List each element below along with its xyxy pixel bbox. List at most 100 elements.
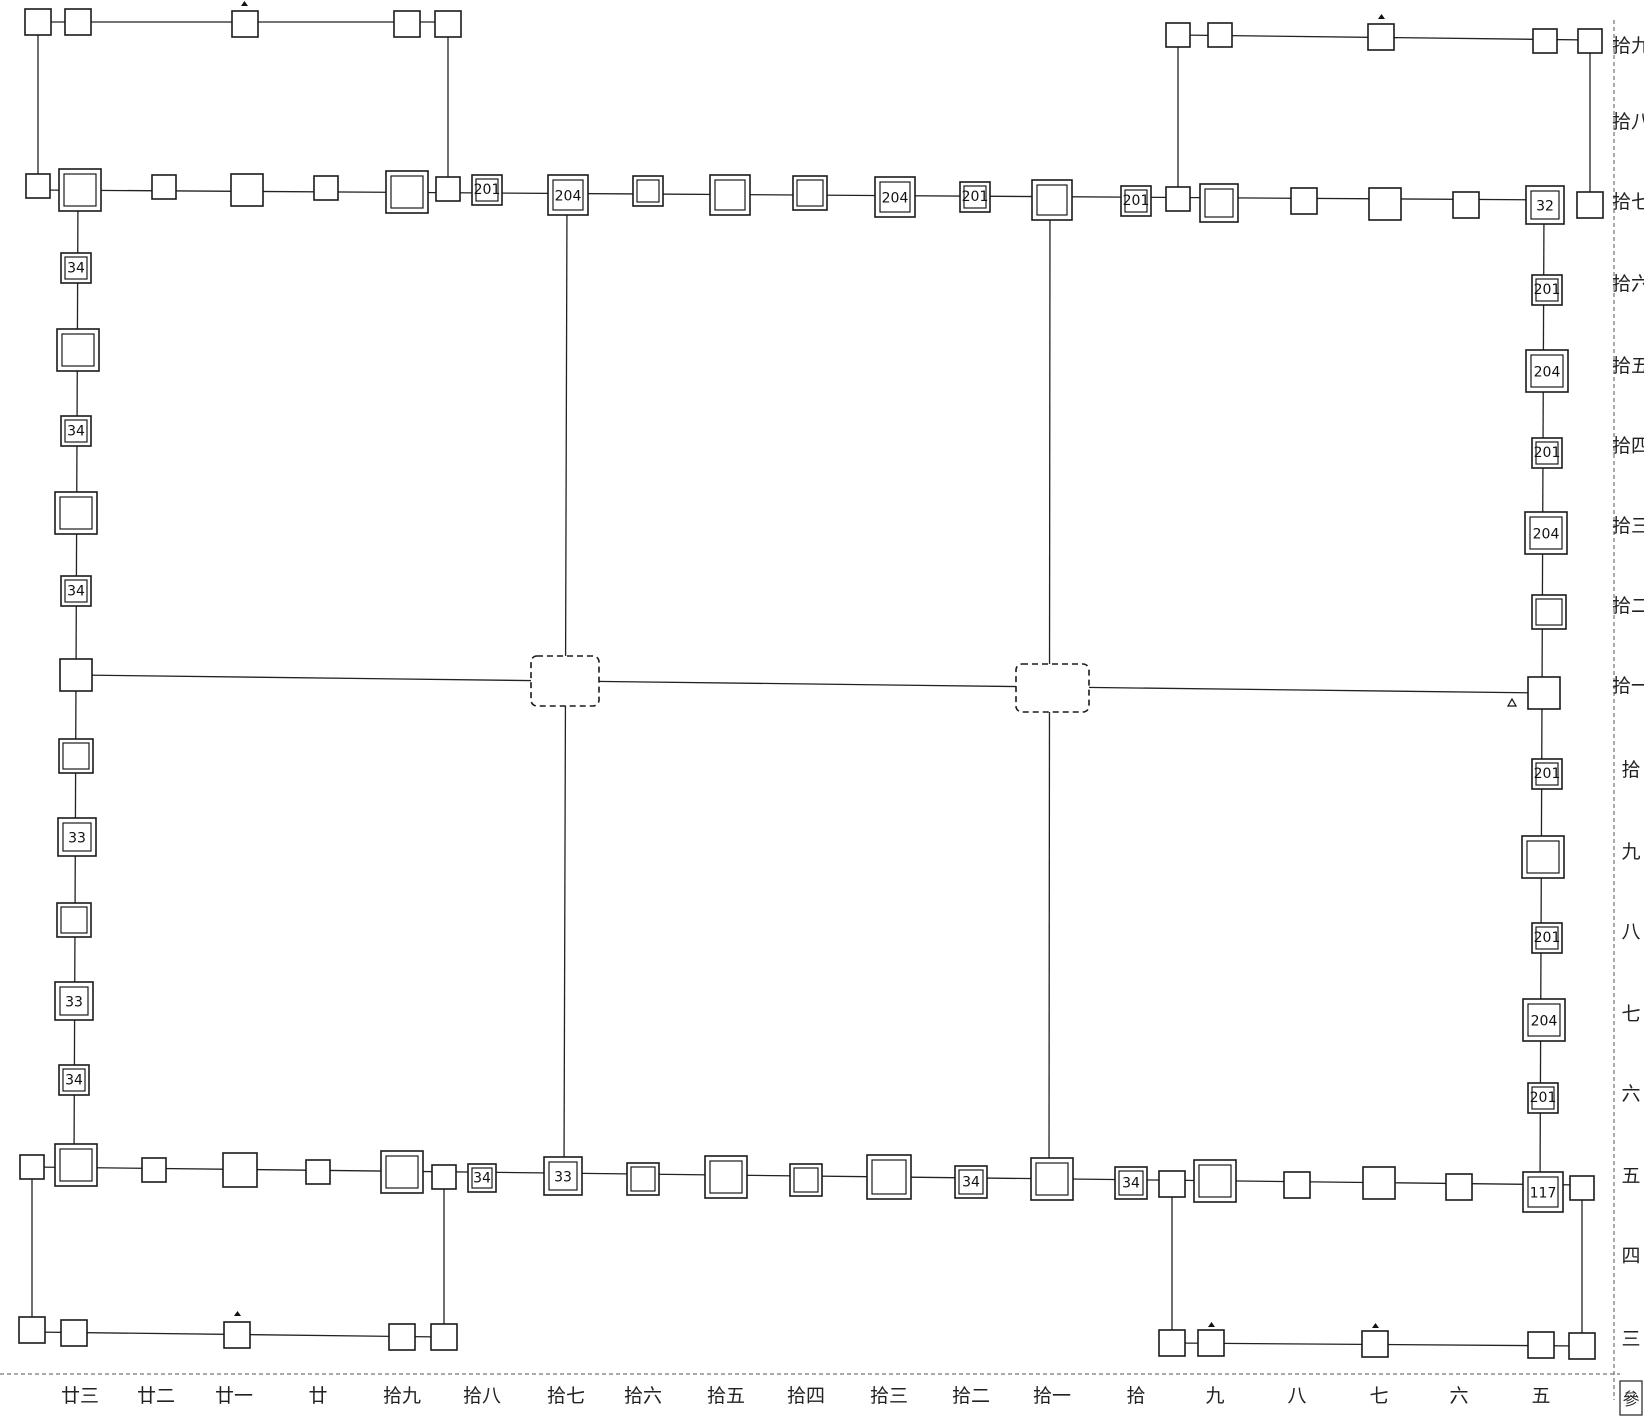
tile bbox=[1528, 677, 1560, 709]
labeled-tile: 34 bbox=[59, 1065, 89, 1095]
bottom-axis-label: 拾七 bbox=[547, 1385, 585, 1407]
tile-outer bbox=[1569, 1333, 1595, 1359]
tile-outer bbox=[231, 174, 263, 206]
tile-inner bbox=[631, 1167, 655, 1191]
bottom-axis-label: 拾一 bbox=[1033, 1385, 1071, 1407]
tile bbox=[1284, 1172, 1310, 1198]
tile-outer bbox=[1198, 1330, 1224, 1356]
labeled-tile: 32 bbox=[1526, 186, 1564, 224]
tile bbox=[314, 176, 338, 200]
tile-inner bbox=[797, 180, 823, 206]
bottom-axis-labels: 廿三 廿二 廿一廿拾九 拾八 拾七 拾六 拾五 拾四 拾三 拾二 拾一拾九八七六五 bbox=[61, 1385, 1551, 1407]
double-tile bbox=[1522, 836, 1564, 878]
triangle-marker-icon bbox=[1372, 1323, 1379, 1328]
tile-outer bbox=[142, 1158, 166, 1182]
tile-outer bbox=[1528, 677, 1560, 709]
tile-outer bbox=[1368, 24, 1394, 50]
labeled-tile: 201 bbox=[1532, 275, 1562, 305]
tile-inner bbox=[872, 1160, 906, 1194]
double-tile bbox=[1032, 180, 1072, 220]
labeled-tile: 34 bbox=[1115, 1167, 1147, 1199]
tile-outer bbox=[1578, 29, 1602, 53]
tile-inner bbox=[63, 743, 89, 769]
tile-label: 204 bbox=[555, 188, 582, 204]
tile bbox=[432, 1165, 456, 1189]
right-axis-label: 九 bbox=[1621, 841, 1640, 863]
tile bbox=[435, 11, 461, 37]
right-axis-label: 六 bbox=[1621, 1083, 1640, 1105]
tile bbox=[1363, 1167, 1395, 1199]
right-axis-label: 五 bbox=[1621, 1165, 1640, 1187]
tile-label: 34 bbox=[67, 424, 85, 440]
tile-outer bbox=[152, 175, 176, 199]
tile-label: 201 bbox=[1534, 445, 1561, 461]
labeled-tile: 34 bbox=[61, 576, 91, 606]
labeled-tile: 204 bbox=[1523, 999, 1565, 1041]
tile-outer bbox=[1577, 192, 1603, 218]
tile-outer bbox=[431, 1324, 457, 1350]
tile bbox=[65, 9, 91, 35]
tile bbox=[389, 1324, 415, 1350]
tile-inner bbox=[715, 180, 745, 210]
tile bbox=[231, 174, 263, 206]
tile-inner bbox=[386, 1156, 418, 1188]
labeled-tile: 204 bbox=[548, 175, 588, 215]
tile-outer bbox=[224, 1322, 250, 1348]
bottom-axis-label: 拾六 bbox=[624, 1385, 662, 1407]
double-tile bbox=[793, 176, 827, 210]
labeled-tile: 204 bbox=[1525, 512, 1567, 554]
tile-outer bbox=[61, 1320, 87, 1346]
tile-outer bbox=[389, 1324, 415, 1350]
tile-label: 204 bbox=[1533, 526, 1560, 542]
tile-inner bbox=[1205, 189, 1233, 217]
tile-outer bbox=[1166, 187, 1190, 211]
tile bbox=[394, 11, 420, 37]
bottom-axis-label: 九 bbox=[1205, 1385, 1224, 1407]
tile-outer bbox=[20, 1155, 44, 1179]
connector-lines bbox=[32, 22, 1590, 1346]
tile-label: 201 bbox=[1534, 766, 1561, 782]
right-axis-label: 七 bbox=[1621, 1003, 1640, 1025]
tile-inner bbox=[794, 1168, 818, 1192]
tile-label: 201 bbox=[1530, 1090, 1557, 1106]
tile bbox=[20, 1155, 44, 1179]
tile-inner bbox=[1527, 841, 1559, 873]
tile-outer bbox=[60, 659, 92, 691]
tile-label: 201 bbox=[1534, 930, 1561, 946]
right-axis-label: 拾四 bbox=[1612, 435, 1644, 457]
double-tile bbox=[1194, 1160, 1236, 1202]
tile-inner bbox=[60, 497, 92, 529]
tile-outer bbox=[19, 1317, 45, 1343]
tile bbox=[232, 11, 258, 37]
tile bbox=[224, 1322, 250, 1348]
right-axis-label: 拾八 bbox=[1612, 111, 1644, 133]
labeled-tile: 34 bbox=[955, 1166, 987, 1198]
labeled-tile: 34 bbox=[61, 416, 91, 446]
double-tile bbox=[710, 175, 750, 215]
tile-label: 204 bbox=[882, 190, 909, 206]
tile bbox=[1198, 1330, 1224, 1356]
tile bbox=[1533, 29, 1557, 53]
tile bbox=[1570, 1176, 1594, 1200]
tile-outer bbox=[1363, 1167, 1395, 1199]
double-tile bbox=[1031, 1158, 1073, 1200]
tile-label: 34 bbox=[1122, 1176, 1140, 1192]
right-axis-label: 拾六 bbox=[1612, 273, 1644, 295]
bottom-axis-label: 七 bbox=[1369, 1385, 1388, 1407]
right-axis-label: 拾五 bbox=[1612, 355, 1644, 377]
double-tile bbox=[633, 176, 663, 206]
bottom-axis-label: 八 bbox=[1287, 1385, 1306, 1407]
bottom-axis-label: 六 bbox=[1449, 1385, 1468, 1407]
triangle-marker-icon bbox=[241, 1, 248, 6]
labeled-tile: 33 bbox=[544, 1157, 582, 1195]
intersection-block-right bbox=[1016, 664, 1089, 712]
tile-inner bbox=[64, 174, 96, 206]
tile-outer bbox=[1159, 1330, 1185, 1356]
labeled-tile: 33 bbox=[55, 982, 93, 1020]
bottom-axis-label: 五 bbox=[1531, 1385, 1550, 1407]
tile-outer bbox=[436, 177, 460, 201]
tile-label: 32 bbox=[1536, 198, 1554, 214]
double-tile bbox=[386, 171, 428, 213]
corner-label: 參 bbox=[1623, 1390, 1640, 1410]
labeled-tile: 204 bbox=[1526, 350, 1568, 392]
